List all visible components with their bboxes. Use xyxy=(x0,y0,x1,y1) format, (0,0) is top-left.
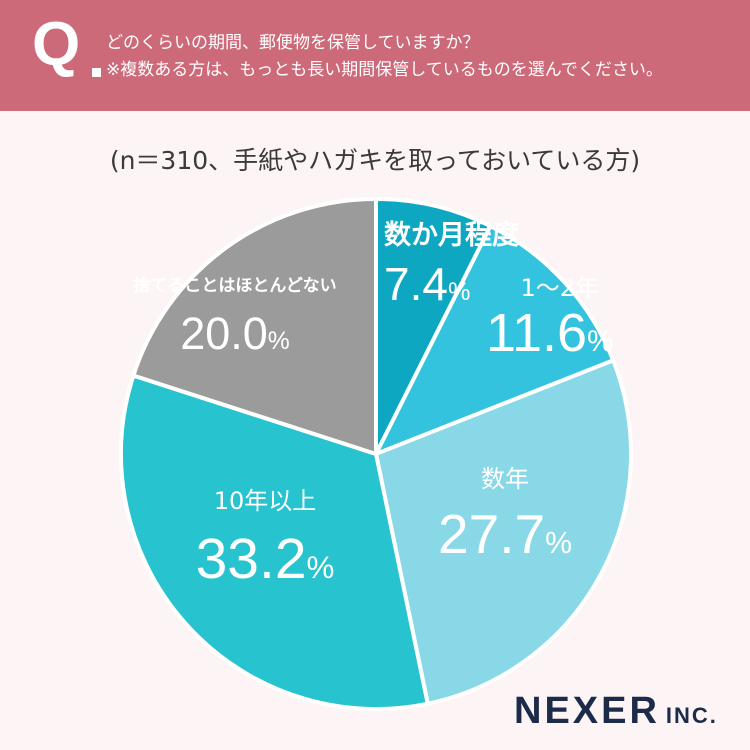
slice-category-never-discard: 捨てることはほとんどない xyxy=(133,276,337,296)
question-text: どのくらいの期間、郵便物を保管していますか？ ※複数ある方は、もっとも長い期間保… xyxy=(106,30,663,84)
slice-label-months: 数か月程度 7.4% xyxy=(384,222,519,307)
pie-slices xyxy=(119,197,633,711)
slice-label-several-years: 数年 27.7% xyxy=(420,467,590,562)
slice-percent-several-years: % xyxy=(545,527,572,560)
slice-number-10-years: 33.2 xyxy=(195,527,307,591)
sample-subtitle: (n＝310、手紙やハガキを取っておいている方) xyxy=(109,146,641,175)
slice-value-10-years: 33.2% xyxy=(165,531,365,588)
slice-percent-1-2-years: % xyxy=(587,325,614,358)
slice-category-several-years: 数年 xyxy=(481,465,529,493)
slice-number-1-2-years: 11.6 xyxy=(486,303,588,363)
pie-slice-several-years xyxy=(374,358,633,706)
pie-slice-months xyxy=(374,197,493,456)
slice-value-months: 7.4% xyxy=(384,261,519,307)
slice-value-never-discard: 20.0% xyxy=(105,311,365,356)
question-line-2: ※複数ある方は、もっとも長い期間保管しているものを選んでください。 xyxy=(106,60,663,80)
logo-suffix: INC. xyxy=(665,703,718,728)
slice-value-several-years: 27.7% xyxy=(420,507,590,562)
nexer-logo: NEXER INC. xyxy=(514,690,718,733)
slice-value-1-2-years: 11.6% xyxy=(486,306,614,360)
pie-slice-10-years xyxy=(119,373,430,711)
slice-percent-months: % xyxy=(447,278,471,306)
question-header: Q どのくらいの期間、郵便物を保管していますか？ ※複数ある方は、もっとも長い期… xyxy=(0,0,750,111)
slice-category-10-years: 10年以上 xyxy=(213,487,317,515)
slice-category-1-2-years: 1〜2年 xyxy=(520,274,600,302)
slice-percent-10-years: % xyxy=(306,550,335,585)
pie-slice-never-discard xyxy=(131,197,378,456)
q-dot-icon xyxy=(92,68,101,77)
logo-main: NEXER xyxy=(514,690,660,732)
slice-label-1-2-years: 1〜2年 11.6% xyxy=(486,276,614,360)
slice-number-never-discard: 20.0 xyxy=(180,308,268,359)
q-mark: Q xyxy=(32,10,81,79)
slice-label-never-discard: 捨てることはほとんどない 20.0% xyxy=(105,276,365,357)
slice-label-10-years: 10年以上 33.2% xyxy=(165,489,365,588)
pie-slice-1-2-years xyxy=(374,224,616,456)
slice-number-months: 7.4 xyxy=(384,258,448,310)
slice-number-several-years: 27.7 xyxy=(438,503,546,565)
question-line-1: どのくらいの期間、郵便物を保管していますか？ xyxy=(106,33,480,53)
slice-percent-never-discard: % xyxy=(267,328,290,355)
slice-category-months: 数か月程度 xyxy=(384,220,519,251)
